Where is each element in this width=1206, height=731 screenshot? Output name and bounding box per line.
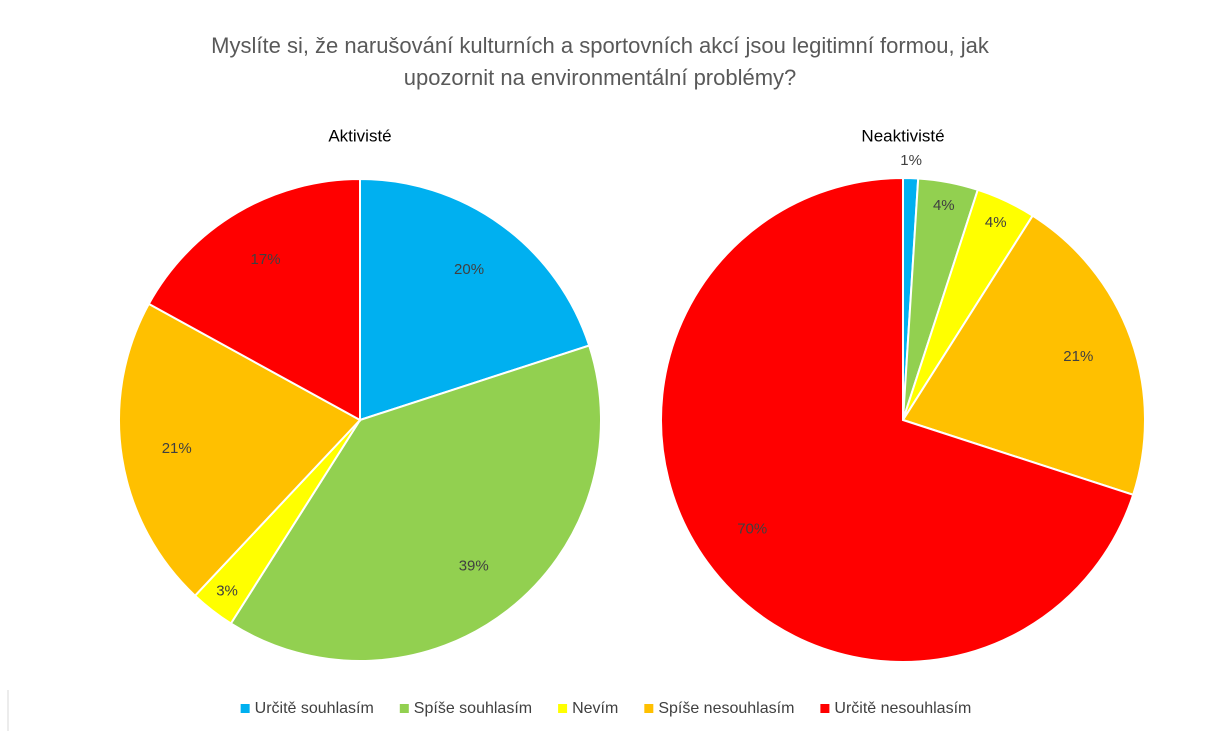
pie-slice: [359, 177, 591, 422]
legend-label: Určitě nesouhlasím: [834, 700, 971, 717]
pie-slice: [118, 302, 362, 598]
pie-slice: [229, 344, 602, 662]
data-label: 39%: [459, 558, 489, 575]
legend-swatch: [820, 704, 830, 713]
legend: Určitě souhlasím Spíše souhlasím Nevím Spíš…: [240, 700, 971, 717]
data-label: 20%: [454, 261, 484, 278]
legend-label: Určitě souhlasím: [255, 700, 374, 717]
legend-swatch: [558, 704, 568, 713]
data-label: 21%: [1063, 348, 1093, 365]
pie-slice: [147, 177, 361, 422]
data-label: 3%: [216, 582, 238, 599]
legend-label: Spíše nesouhlasím: [658, 700, 794, 717]
data-label: 17%: [251, 251, 281, 268]
pie-slice: [660, 176, 1135, 663]
legend-swatch: [644, 704, 654, 713]
data-label: 4%: [933, 197, 955, 214]
data-label: 21%: [162, 440, 192, 457]
legend-swatch: [240, 704, 250, 713]
data-label: 70%: [737, 520, 767, 537]
chart-title: Myslíte si, že narušování kulturních a s…: [211, 33, 990, 90]
legend-label: Spíše souhlasím: [414, 700, 532, 717]
pie-title: Aktivisté: [328, 126, 391, 145]
legend-swatch: [399, 704, 409, 713]
data-label: 4%: [985, 214, 1007, 231]
pie-title: Neaktivisté: [861, 126, 944, 145]
pie-slice: [901, 214, 1147, 497]
data-label: 1%: [900, 152, 922, 169]
legend-label: Nevím: [572, 700, 618, 717]
